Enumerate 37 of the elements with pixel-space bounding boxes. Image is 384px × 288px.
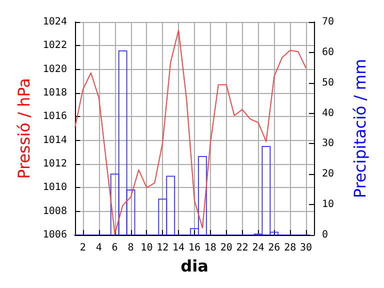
y2-tick-label: 10 bbox=[322, 199, 334, 210]
y-tick-label: 1012 bbox=[42, 158, 67, 170]
y-tick-label: 1018 bbox=[42, 88, 67, 98]
y-tick-label: 1008 bbox=[42, 206, 67, 217]
line-series bbox=[74, 30, 307, 234]
y-tick-label: 1014 bbox=[42, 134, 67, 146]
y2-tick-label: 50 bbox=[322, 77, 334, 88]
x-tick-label: 16 bbox=[188, 242, 201, 254]
y-tick-label: 1010 bbox=[42, 182, 67, 194]
x-tick-label: 14 bbox=[172, 242, 185, 254]
x-tick-label: 24 bbox=[252, 242, 264, 254]
y-tick-label: 1016 bbox=[42, 111, 67, 122]
x-tick-label: 20 bbox=[220, 242, 232, 254]
y2-tick-label: 30 bbox=[322, 138, 334, 150]
x-tick-label: 30 bbox=[300, 242, 312, 254]
y2-tick-label: 70 bbox=[322, 16, 334, 28]
y-axis-title: Pressió / hPa bbox=[14, 78, 34, 179]
x-tick-label: 18 bbox=[204, 242, 216, 254]
y2-tick-label: 20 bbox=[322, 168, 334, 180]
x-tick-label: 2 bbox=[80, 242, 86, 254]
y2-tick-label: 40 bbox=[322, 108, 334, 119]
y2-tick-label: 60 bbox=[322, 46, 334, 58]
x-tick-label: 22 bbox=[236, 242, 248, 254]
y-tick-label: 1006 bbox=[42, 230, 67, 240]
x-tick-label: 10 bbox=[140, 242, 153, 254]
x-tick-label: 8 bbox=[128, 242, 134, 254]
y-tick-label: 1024 bbox=[42, 16, 67, 28]
x-tick-label: 28 bbox=[284, 242, 296, 254]
x-tick-label: 26 bbox=[268, 242, 280, 254]
y2-axis-title: Precipitació / mm bbox=[350, 58, 370, 198]
x-axis-title: dia bbox=[180, 256, 208, 276]
x-tick-label: 4 bbox=[96, 242, 102, 254]
y-tick-label: 1022 bbox=[42, 40, 67, 52]
x-tick-label: 6 bbox=[112, 242, 118, 254]
y2-tick-label: 0 bbox=[322, 230, 328, 240]
x-tick-label: 12 bbox=[156, 242, 169, 254]
y-tick-label: 1020 bbox=[42, 64, 67, 75]
